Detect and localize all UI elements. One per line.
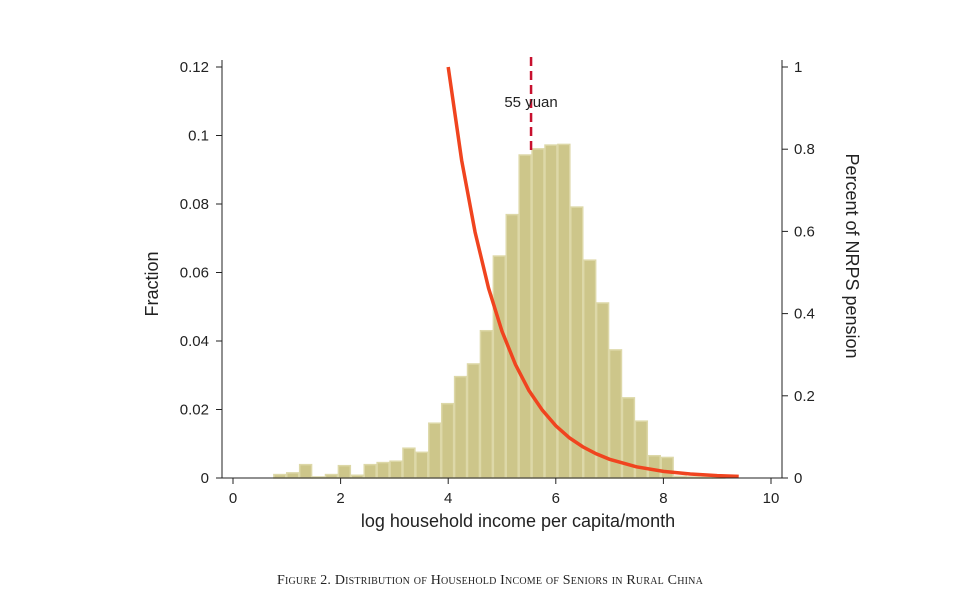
histogram-bar [453,375,468,479]
histogram-bar [273,473,287,479]
histogram-bar [660,456,674,479]
x-tick-label: 2 [336,490,344,507]
y-tick-label: 0.02 [180,402,209,419]
histogram-bar [531,148,545,479]
x-tick-label: 4 [444,490,452,507]
histogram-bar [298,463,313,479]
histogram-bar [389,460,403,479]
y-right-tick-label: 0.2 [794,388,815,405]
histogram-bar [363,463,377,479]
histogram-bar [582,259,597,479]
x-tick-label: 8 [659,490,667,507]
histogram-bar [595,302,610,479]
y-tick-label: 0.1 [188,128,209,145]
histogram-bar [479,329,494,479]
x-tick-label: 10 [763,490,780,507]
histogram-bar [544,144,558,479]
y-tick-label: 0.12 [180,59,209,76]
y-tick-label: 0 [201,470,209,487]
histogram-bar [402,447,416,479]
histogram-bar [466,363,481,479]
histogram-bar [324,473,339,479]
y-axis-right-title: Percent of NRPS pension [842,153,862,358]
histogram-bars [273,143,726,479]
x-tick-label: 6 [552,490,560,507]
histogram-bar [376,461,390,479]
nrps-pension-curve [446,66,739,479]
reference-line-label: 55 yuan [504,94,557,111]
x-tick-label: 0 [229,490,237,507]
histogram-bar [337,464,352,479]
histogram-bar [647,454,661,479]
y-right-tick-label: 0.8 [794,141,815,158]
x-axis-title: log household income per capita/month [361,511,675,531]
histogram-bar [518,154,532,479]
y-tick-label: 0.04 [180,333,209,350]
histogram-bar [440,402,455,479]
axis-ticks: 0 2 4 6 8 10 0 0.02 0.04 0.06 0.08 0.1 0.12 0 0.2 0.4 0.… [180,59,815,507]
figure-caption: Figure 2. Distribution of Household Inco… [277,573,704,588]
y-axis-title: Fraction [142,251,162,316]
histogram-bar [492,255,507,479]
histogram-bar [286,472,300,479]
y-right-tick-label: 0.4 [794,306,815,323]
histogram-bar [415,451,429,479]
y-right-tick-label: 0 [794,470,802,487]
y-right-tick-label: 1 [794,59,802,76]
histogram-bar [428,422,442,479]
y-tick-label: 0.06 [180,265,209,282]
histogram-bar [570,206,584,479]
y-right-tick-label: 0.6 [794,223,815,240]
y-tick-label: 0.08 [180,196,209,213]
